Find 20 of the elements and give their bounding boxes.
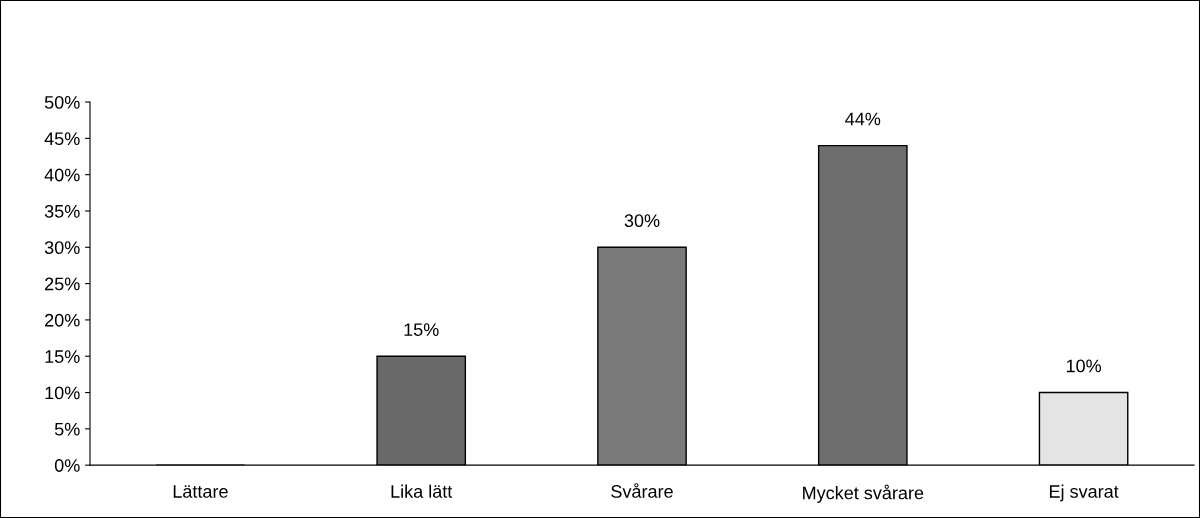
y-tick-label: 20%: [45, 313, 80, 327]
y-tick-label: 40%: [44, 168, 80, 182]
y-tick-label: 10%: [45, 386, 80, 400]
data-label: 10%: [1066, 359, 1102, 373]
x-tick-label: Svårare: [611, 483, 673, 498]
data-label: 30%: [624, 214, 660, 228]
x-tick-label: Lättare: [173, 485, 228, 498]
y-tick-label: 45%: [44, 132, 80, 146]
y-tick-label: 15%: [45, 350, 80, 363]
x-tick-label: Ej svarat: [1049, 484, 1119, 502]
y-tick-label: 30%: [44, 241, 80, 255]
x-tick-label: Lika lätt: [391, 484, 453, 498]
data-label: 15%: [404, 323, 439, 336]
y-tick-label: 5%: [54, 422, 80, 436]
x-tick-label: Mycket svårare: [803, 484, 924, 503]
y-tick-label: 0%: [54, 459, 80, 472]
y-tick-label: 50%: [44, 95, 80, 109]
data-label: 44%: [845, 112, 881, 126]
y-tick-label: 35%: [44, 204, 80, 218]
y-tick-label: 25%: [45, 277, 80, 291]
